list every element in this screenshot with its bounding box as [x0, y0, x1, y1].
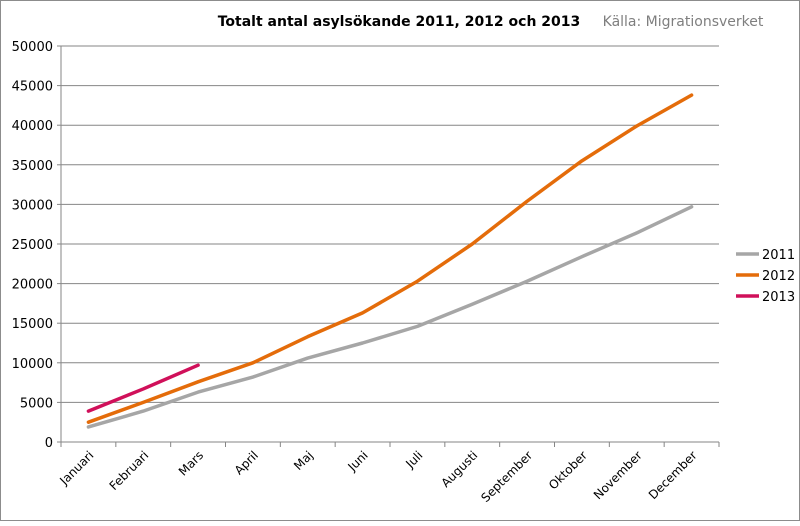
y-tick-label: 10000: [12, 357, 53, 372]
y-tick-label: 5000: [20, 396, 53, 411]
y-tick-label: 25000: [12, 238, 53, 253]
x-tick-label: Oktober: [546, 448, 590, 492]
y-tick-label: 50000: [12, 40, 53, 55]
y-tick-label: 30000: [12, 198, 53, 213]
x-tick-label: September: [478, 448, 535, 505]
x-tick-label: Juni: [344, 448, 370, 474]
chart-title: Totalt antal asylsökande 2011, 2012 och …: [218, 14, 581, 30]
legend-label-2013: 2013: [762, 290, 795, 305]
y-tick-label: 45000: [12, 80, 53, 95]
x-tick-label: April: [232, 448, 261, 477]
series-line-2011: [88, 207, 691, 427]
x-tick-label: Februari: [107, 448, 152, 493]
x-tick-label: Januari: [56, 448, 96, 488]
x-tick-label: Mars: [176, 448, 206, 478]
y-tick-label: 40000: [12, 119, 53, 134]
legend-label-2012: 2012: [762, 269, 795, 284]
y-tick-label: 35000: [12, 159, 53, 174]
y-tick-label: 20000: [12, 278, 53, 293]
y-tick-label: 15000: [12, 317, 53, 332]
y-tick-label: 0: [45, 436, 53, 451]
chart-source: Källa: Migrationsverket: [603, 14, 764, 30]
x-tick-label: Juli: [402, 448, 425, 471]
x-tick-label: November: [591, 448, 645, 502]
x-tick-label: Maj: [291, 448, 316, 473]
x-tick-label: Augusti: [438, 448, 480, 490]
x-tick-label: December: [646, 448, 700, 502]
legend-label-2011: 2011: [762, 248, 795, 263]
